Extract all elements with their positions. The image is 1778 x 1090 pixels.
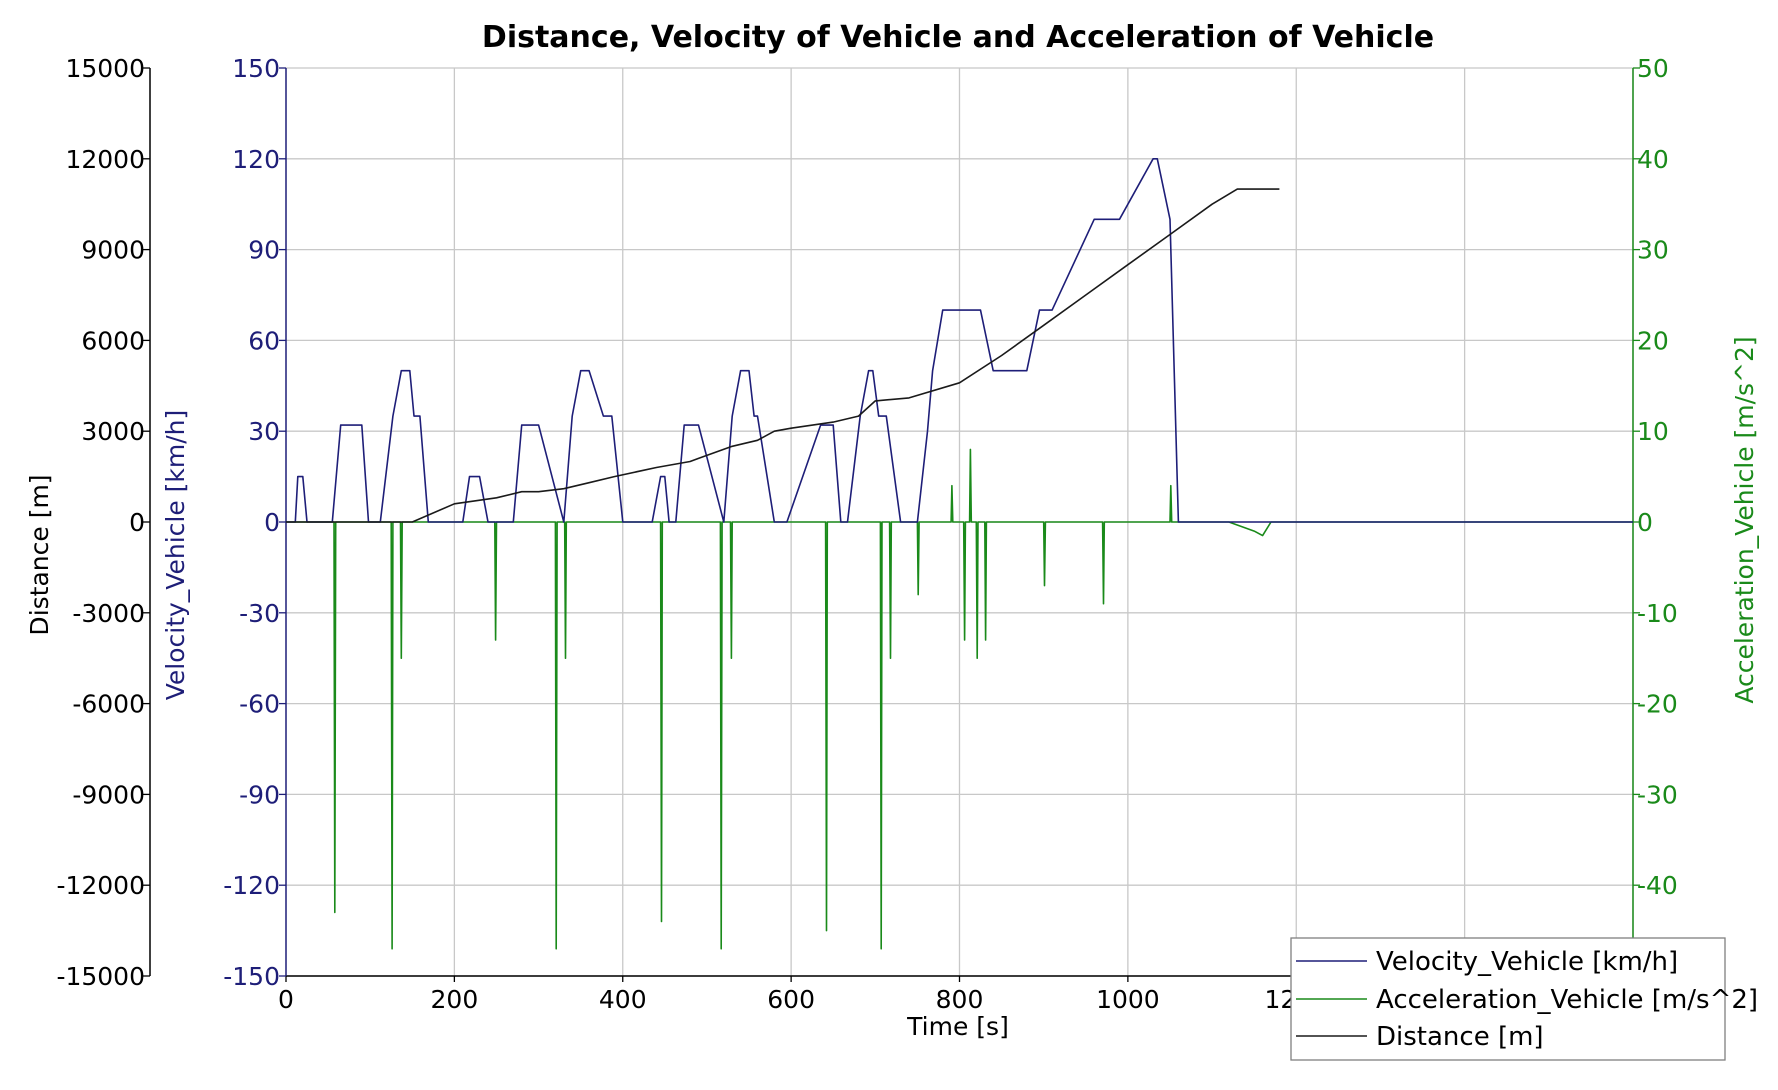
- legend-item-distance: Distance [m]: [1376, 1022, 1544, 1052]
- acceleration-tick-label: -40: [1637, 871, 1678, 900]
- x-tick-label: 200: [431, 985, 479, 1014]
- distance-tick-label: 12000: [65, 145, 145, 174]
- velocity-tick-label: -30: [239, 599, 280, 628]
- x-tick-label: 1000: [1096, 985, 1160, 1014]
- acceleration-axis-label: Acceleration_Vehicle [m/s^2]: [1730, 336, 1759, 703]
- acceleration-tick-label: 0: [1637, 508, 1653, 537]
- velocity-tick-label: -90: [239, 780, 280, 809]
- legend-item-velocity: Velocity_Vehicle [km/h]: [1376, 947, 1678, 977]
- x-tick-label: 0: [278, 985, 294, 1014]
- series-lines: [286, 158, 1633, 950]
- velocity-tick-label: 150: [232, 54, 280, 83]
- velocity-tick-label: 0: [264, 508, 280, 537]
- chart-title: Distance, Velocity of Vehicle and Accele…: [482, 20, 1434, 55]
- velocity-tick-label: -60: [239, 690, 280, 719]
- velocity-tick-label: 30: [248, 417, 280, 446]
- velocity-tick-label: 60: [248, 326, 280, 355]
- distance-tick-label: 15000: [65, 54, 145, 83]
- x-tick-label: 400: [599, 985, 647, 1014]
- velocity-tick-label: -150: [223, 962, 280, 991]
- distance-tick-label: 9000: [81, 236, 145, 265]
- distance-tick-label: -12000: [56, 871, 145, 900]
- series-line-velocity: [286, 158, 1633, 523]
- distance-axis-label: Distance [m]: [25, 474, 54, 635]
- x-axis-label: Time [s]: [906, 1012, 1009, 1041]
- distance-tick-label: -3000: [72, 599, 145, 628]
- distance-tick-label: 6000: [81, 326, 145, 355]
- velocity-tick-label: 120: [232, 145, 280, 174]
- series-line-distance: [286, 188, 1280, 523]
- distance-tick-label: -15000: [56, 962, 145, 991]
- acceleration-tick-label: 20: [1637, 326, 1669, 355]
- velocity-tick-label: -120: [223, 871, 280, 900]
- velocity-tick-label: 90: [248, 236, 280, 265]
- legend-item-acceleration: Acceleration_Vehicle [m/s^2]: [1376, 985, 1758, 1015]
- legend: Velocity_Vehicle [km/h] Acceleration_Veh…: [1290, 937, 1758, 1061]
- acceleration-tick-label: 30: [1637, 236, 1669, 265]
- distance-tick-label: 0: [129, 508, 145, 537]
- acceleration-tick-label: -20: [1637, 690, 1678, 719]
- distance-tick-label: -9000: [72, 780, 145, 809]
- distance-tick-label: -6000: [72, 690, 145, 719]
- velocity-axis-label: Velocity_Vehicle [km/h]: [161, 410, 190, 701]
- series-line-acceleration: [286, 448, 1633, 950]
- x-tick-label: 600: [767, 985, 815, 1014]
- acceleration-tick-label: 50: [1637, 54, 1669, 83]
- distance-tick-label: 3000: [81, 417, 145, 446]
- acceleration-tick-label: -30: [1637, 780, 1678, 809]
- acceleration-tick-label: -10: [1637, 599, 1678, 628]
- acceleration-tick-label: 40: [1637, 145, 1669, 174]
- acceleration-tick-label: 10: [1637, 417, 1669, 446]
- x-tick-label: 800: [936, 985, 984, 1014]
- tick-labels: 0200400600800100012001400-15000-12000-90…: [56, 54, 1677, 1014]
